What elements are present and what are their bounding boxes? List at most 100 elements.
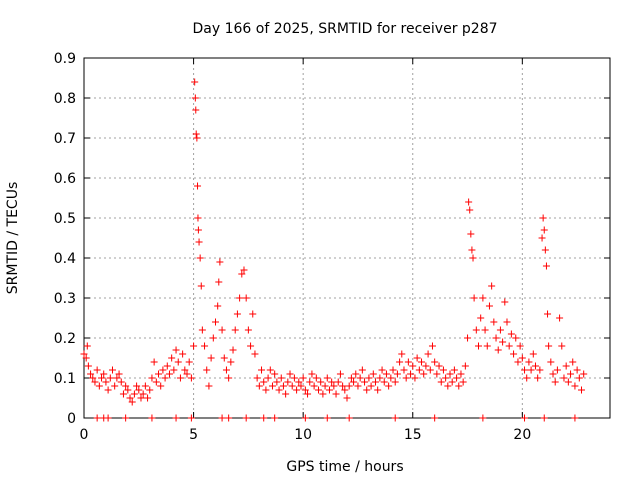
data-point — [135, 386, 143, 394]
data-point — [521, 414, 529, 422]
data-point — [152, 378, 160, 386]
y-axis-title: SRMTID / TECUs — [5, 182, 21, 295]
data-point — [82, 354, 90, 362]
data-point — [157, 382, 165, 390]
data-point — [268, 382, 276, 390]
data-point — [358, 366, 366, 374]
data-point — [455, 382, 463, 390]
data-point — [336, 370, 344, 378]
data-point — [91, 378, 99, 386]
data-point — [155, 370, 163, 378]
data-point — [564, 378, 572, 386]
data-point — [431, 358, 439, 366]
data-point — [558, 342, 566, 350]
data-point — [225, 414, 233, 422]
data-point — [297, 382, 305, 390]
data-point — [538, 234, 546, 242]
data-point — [540, 414, 548, 422]
data-point — [113, 374, 121, 382]
data-point — [547, 358, 555, 366]
data-point — [214, 302, 222, 310]
data-point — [544, 310, 552, 318]
data-point — [168, 354, 176, 362]
data-point — [439, 366, 447, 374]
data-point — [529, 350, 537, 358]
data-point — [195, 238, 203, 246]
data-point — [334, 378, 342, 386]
data-point — [553, 366, 561, 374]
data-point — [87, 370, 95, 378]
data-point — [352, 370, 360, 378]
data-point — [187, 414, 195, 422]
data-point — [242, 414, 250, 422]
data-point — [501, 298, 509, 306]
data-point — [260, 414, 268, 422]
data-point — [356, 374, 364, 382]
data-point — [306, 378, 314, 386]
data-point — [163, 362, 171, 370]
data-point — [271, 414, 279, 422]
data-point — [380, 378, 388, 386]
data-point — [567, 370, 575, 378]
data-point — [347, 374, 355, 382]
data-point — [387, 374, 395, 382]
data-point — [209, 334, 217, 342]
data-point — [420, 370, 428, 378]
data-point — [475, 342, 482, 350]
data-point — [170, 366, 178, 374]
data-point — [426, 366, 434, 374]
y-tick-label: 0.9 — [54, 51, 76, 67]
data-point — [194, 182, 202, 190]
x-tick-label: 20 — [513, 427, 531, 443]
data-point — [236, 294, 244, 302]
data-point — [218, 326, 226, 334]
data-point — [542, 262, 550, 270]
data-point — [183, 370, 191, 378]
data-point — [266, 366, 274, 374]
data-point — [534, 374, 542, 382]
y-tick-label: 0.3 — [54, 291, 76, 307]
data-point — [290, 374, 298, 382]
data-point — [216, 258, 224, 266]
data-point — [174, 358, 182, 366]
data-point — [343, 394, 351, 402]
plot-frame — [83, 57, 611, 419]
data-point — [194, 226, 202, 234]
data-point — [571, 414, 579, 422]
data-point — [323, 374, 331, 382]
data-point — [354, 382, 362, 390]
data-point — [108, 366, 116, 374]
data-point — [369, 370, 377, 378]
data-point — [231, 326, 239, 334]
data-point — [503, 318, 511, 326]
data-point — [193, 134, 201, 142]
data-point — [479, 294, 487, 302]
data-point — [328, 378, 336, 386]
data-point — [488, 282, 496, 290]
data-point — [247, 342, 255, 350]
data-point — [385, 382, 393, 390]
data-point — [393, 370, 401, 378]
data-point — [365, 374, 373, 382]
data-point — [260, 378, 268, 386]
data-point — [575, 374, 583, 382]
data-point — [571, 382, 579, 390]
data-point — [264, 374, 272, 382]
data-point — [196, 254, 204, 262]
data-point — [382, 370, 390, 378]
data-point — [282, 390, 290, 398]
data-point — [126, 394, 134, 402]
data-point — [104, 386, 112, 394]
data-point — [391, 378, 399, 386]
data-point — [407, 370, 415, 378]
data-point — [485, 302, 493, 310]
data-point — [507, 330, 515, 338]
data-point — [510, 350, 518, 358]
data-point — [466, 206, 474, 214]
data-point — [518, 354, 526, 362]
data-point — [490, 318, 498, 326]
data-point — [409, 362, 417, 370]
data-point — [229, 346, 237, 354]
data-point — [442, 374, 450, 382]
x-tick-label: 5 — [189, 427, 198, 443]
